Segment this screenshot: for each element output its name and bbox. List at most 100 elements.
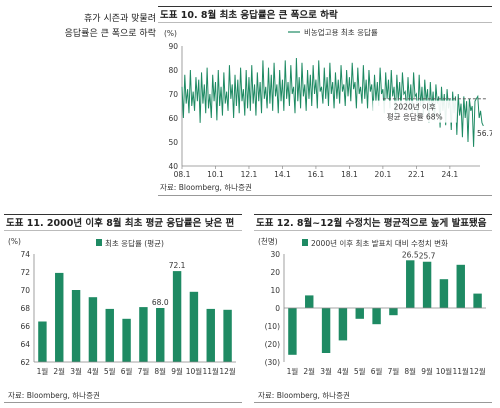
fig10-unit: (%)	[164, 29, 177, 38]
side-note-line2: 응답률은 큰 폭으로 하락	[64, 29, 156, 39]
fig11-xtick-label: 5월	[104, 366, 116, 376]
side-note-line1: 휴가 시즌과 맞물려	[84, 14, 156, 24]
fig12-bar	[288, 308, 297, 355]
fig11-chart: (%) 62 64 66 68 70 72 74 1월 2월 3월 4월 5월 6월 7월 8월 68.0 9월 7…	[8, 237, 236, 376]
fig11-ytick-label: 68	[20, 304, 30, 313]
fig10-xtick-label: 22.1	[408, 170, 425, 178]
fig10-xtick-label: 12.1	[241, 170, 258, 178]
fig12-bar	[406, 260, 415, 308]
fig12-source: 자료: Bloomberg, 하나증권	[258, 391, 350, 400]
fig12-data-label: 26.5	[402, 250, 419, 259]
fig12-ytick-label: 30	[270, 250, 280, 259]
side-note: 휴가 시즌과 맞물려 응답률은 큰 폭으로 하락	[8, 12, 156, 42]
fig11-ytick-label: 64	[20, 340, 30, 349]
fig12-bar	[305, 295, 314, 308]
fig12-xtick-label: 8월	[404, 366, 416, 376]
fig11-bar	[55, 272, 64, 362]
fig12-xtick-label: 7월	[388, 366, 400, 376]
fig12-bottom-rule	[254, 402, 492, 403]
fig10-title: 도표 10. 8월 최초 응답률은 큰 폭으로 하락	[158, 6, 492, 23]
fig11-unit: (%)	[8, 237, 21, 246]
fig10-xtick-label: 24.1	[442, 170, 459, 178]
fig10-ytick-label: 80	[168, 66, 178, 75]
fig11-ytick-label: 72	[20, 268, 30, 277]
fig11-bar	[139, 307, 148, 362]
fig12-ytick-label: 10	[270, 286, 280, 295]
fig11-xtick-label: 10월	[186, 366, 203, 376]
fig11-bottom-rule	[4, 402, 242, 403]
fig11-legend-swatch	[96, 239, 102, 246]
fig12-data-label: 25.7	[419, 252, 436, 261]
fig11-bar	[189, 291, 199, 362]
fig11-bar	[71, 290, 81, 362]
fig11-xtick-label: 3월	[70, 366, 82, 376]
fig11-xtick-label: 1월	[37, 366, 49, 376]
fig10-xtick-label: 10.1	[207, 170, 224, 178]
fig12-ytick-label: (10)	[265, 322, 280, 331]
fig10-ytick-label: 50	[168, 138, 178, 147]
fig12-title: 도표 12. 8월~12월 수정치는 평균적으로 높게 발표됐음	[254, 214, 492, 231]
fig12-bar	[422, 261, 432, 308]
fig12-unit: (천명)	[258, 236, 278, 246]
fig12-xtick-label: 12월	[469, 366, 486, 376]
fig11-title: 도표 11. 2000년 이후 8월 최초 평균 응답률은 낮은 편	[4, 214, 242, 231]
fig11-bar	[105, 308, 114, 362]
fig12-bar	[338, 308, 348, 341]
fig11-ytick-label: 74	[20, 250, 30, 259]
fig12-xtick-label: 6월	[371, 366, 383, 376]
fig12-bar	[321, 308, 331, 353]
fig12-xtick-label: 11월	[453, 366, 470, 376]
fig11-xtick-label: 12월	[219, 366, 236, 376]
fig11-bar	[122, 318, 131, 362]
fig11-xtick-label: 11월	[203, 366, 220, 376]
fig11-bar	[88, 297, 98, 362]
fig11-xtick-label: 9월	[171, 366, 183, 376]
fig10-xtick-label: 14.1	[274, 170, 291, 178]
fig12-bar	[389, 308, 398, 316]
fig12-bar	[439, 279, 449, 308]
fig12-bar	[456, 264, 465, 308]
fig12-xtick-label: 4월	[337, 366, 349, 376]
fig10-last-value-label: 56.7	[477, 129, 492, 138]
fig10-bottom-rule	[158, 195, 492, 196]
fig10-source: 자료: Bloomberg, 하나증권	[160, 183, 252, 192]
fig10-xtick-label: 16.1	[308, 170, 325, 178]
fig12-xtick-label: 1월	[287, 366, 299, 376]
fig11-ytick-label: 62	[20, 358, 30, 367]
fig11-xtick-label: 7월	[138, 366, 150, 376]
fig12-xtick-label: 10월	[436, 366, 453, 376]
fig12-xtick-label: 9월	[421, 366, 433, 376]
fig10-series-line	[181, 57, 484, 147]
fig11-data-label: 68.0	[152, 298, 169, 307]
fig10-xtick-label: 18.1	[341, 170, 358, 178]
fig10-annotation-bg	[372, 100, 457, 123]
fig11-xtick-label: 8월	[154, 366, 166, 376]
fig10-legend-label: 비농업고용 최초 응답률	[304, 27, 378, 37]
fig10-xtick-label: 08.1	[174, 170, 191, 178]
fig11-bar	[223, 309, 232, 362]
fig11-source: 자료: Bloomberg, 하나증권	[8, 391, 100, 400]
fig12-ytick-label: (30)	[265, 358, 280, 367]
fig12-xtick-label: 3월	[320, 366, 332, 376]
fig10-xtick-label: 20.1	[375, 170, 392, 178]
fig11-legend-label: 최초 응답률 (평균)	[105, 238, 164, 248]
fig10-annotation-line2: 평균 응답률 68%	[387, 112, 443, 122]
fig10-annotation-line1: 2020년 이후	[394, 102, 436, 112]
fig11-xtick-label: 6월	[121, 366, 133, 376]
fig11-ytick-label: 70	[20, 286, 30, 295]
fig12-xtick-label: 5월	[354, 366, 366, 376]
fig12-legend-swatch	[302, 239, 308, 246]
fig11-ytick-label: 66	[20, 322, 30, 331]
fig11-data-label: 72.1	[169, 261, 186, 270]
fig12-legend-label: 2000년 이후 최초 발표치 대비 수정치 변화	[311, 238, 448, 248]
fig12-ytick-label: 0	[275, 304, 280, 313]
fig11-bar	[206, 308, 215, 362]
fig11-bar	[156, 308, 165, 362]
fig11-xtick-label: 4월	[87, 366, 99, 376]
fig12-bar	[372, 308, 381, 325]
fig12-bar	[473, 293, 482, 308]
fig12-xtick-label: 2월	[303, 366, 315, 376]
fig12-ytick-label: (20)	[265, 340, 280, 349]
fig11-bar	[38, 321, 47, 362]
fig11-xtick-label: 2월	[53, 366, 65, 376]
